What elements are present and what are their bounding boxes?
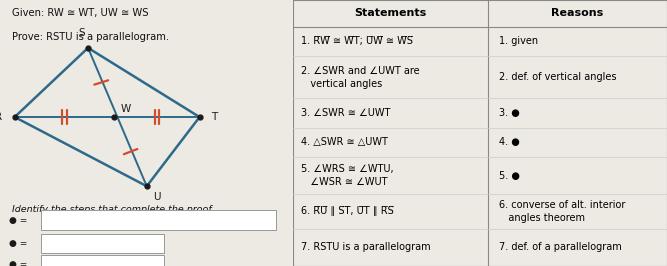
FancyBboxPatch shape: [41, 255, 164, 266]
FancyBboxPatch shape: [41, 234, 164, 253]
Text: T: T: [211, 112, 217, 122]
Text: 7. def. of a parallelogram: 7. def. of a parallelogram: [499, 242, 622, 252]
Text: U: U: [153, 192, 161, 202]
Text: 4. △SWR ≅ △UWT: 4. △SWR ≅ △UWT: [301, 137, 388, 147]
Text: S: S: [79, 28, 85, 38]
Text: 2. ∠SWR and ∠UWT are
   vertical angles: 2. ∠SWR and ∠UWT are vertical angles: [301, 65, 420, 89]
Text: ● =: ● =: [9, 260, 27, 266]
Text: 1. given: 1. given: [499, 36, 538, 46]
Text: Identify the steps that complete the proof.: Identify the steps that complete the pro…: [12, 205, 214, 214]
Text: Reasons: Reasons: [551, 8, 604, 18]
Text: 6. converse of alt. interior
   angles theorem: 6. converse of alt. interior angles theo…: [499, 200, 625, 223]
Text: 6. R̅U̅ ∥ S̅T̅, U̅T̅ ∥ R̅S̅: 6. R̅U̅ ∥ S̅T̅, U̅T̅ ∥ R̅S̅: [301, 206, 394, 217]
FancyBboxPatch shape: [41, 210, 276, 230]
Text: 5. ●: 5. ●: [499, 171, 520, 181]
Text: ● =: ● =: [9, 216, 27, 225]
Text: W: W: [121, 104, 131, 114]
Text: ▾: ▾: [155, 239, 159, 248]
Text: ● =: ● =: [9, 239, 27, 248]
Text: Prove: RSTU is a parallelogram.: Prove: RSTU is a parallelogram.: [12, 32, 169, 42]
Text: ▾: ▾: [266, 216, 271, 225]
Text: Given: RW ≅ WT, UW ≅ WS: Given: RW ≅ WT, UW ≅ WS: [12, 8, 148, 18]
Text: R: R: [0, 112, 2, 122]
Text: 3. ●: 3. ●: [499, 108, 520, 118]
Text: ▾: ▾: [155, 260, 159, 266]
Text: 1. R̅W̅ ≅ W̅T̅; U̅W̅ ≅ W̅S̅: 1. R̅W̅ ≅ W̅T̅; U̅W̅ ≅ W̅S̅: [301, 36, 413, 46]
Text: 7. RSTU is a parallelogram: 7. RSTU is a parallelogram: [301, 242, 431, 252]
Text: 2. def. of vertical angles: 2. def. of vertical angles: [499, 72, 616, 82]
Text: 5. ∠WRS ≅ ∠WTU,
   ∠WSR ≅ ∠WUT: 5. ∠WRS ≅ ∠WTU, ∠WSR ≅ ∠WUT: [301, 164, 394, 187]
Text: Statements: Statements: [354, 8, 427, 18]
Text: 3. ∠SWR ≅ ∠UWT: 3. ∠SWR ≅ ∠UWT: [301, 108, 390, 118]
Text: 4. ●: 4. ●: [499, 137, 520, 147]
